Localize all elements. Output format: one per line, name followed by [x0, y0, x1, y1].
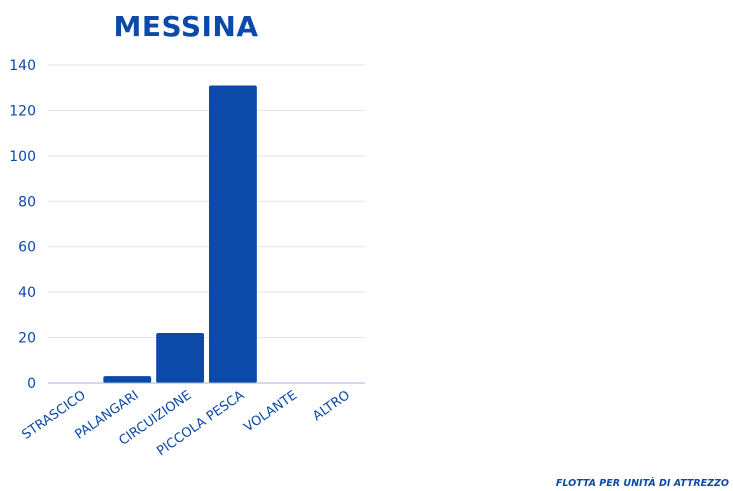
chart-title: MESSINA: [113, 10, 259, 43]
y-tick-label: 60: [18, 240, 36, 256]
y-tick-label: 80: [18, 194, 36, 210]
y-tick-label: 20: [18, 331, 36, 347]
x-tick-label: ALTRO: [310, 388, 353, 424]
bar-piccola-pesca: [209, 85, 257, 383]
bars: [103, 85, 257, 383]
y-tick-label: 0: [27, 376, 36, 392]
x-tick-label: VOLANTE: [241, 388, 300, 435]
y-tick-label: 120: [9, 103, 36, 119]
y-tick-label: 100: [9, 149, 36, 165]
y-tick-label: 140: [9, 58, 36, 74]
bar-circuizione: [156, 333, 204, 383]
bar-palangari: [103, 376, 152, 383]
gridlines: [48, 64, 365, 339]
footer-caption: FLOTTA PER UNITÀ DI ATTREZZO: [555, 478, 729, 489]
y-tick-label: 40: [18, 285, 36, 301]
x-tick-label: PICCOLA PESCA: [154, 388, 247, 459]
y-axis-ticks: 0 20 40 60 80 100 120 140: [9, 58, 36, 392]
